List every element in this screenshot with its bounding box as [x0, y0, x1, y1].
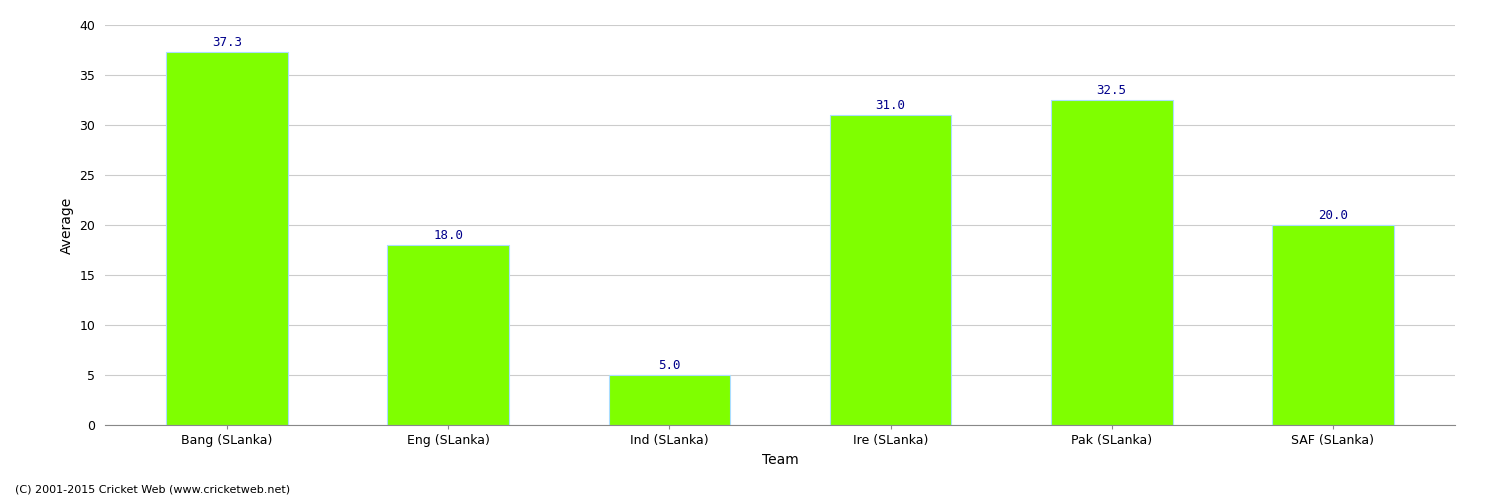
Y-axis label: Average: Average [60, 196, 74, 254]
Bar [1052, 100, 1173, 425]
Text: 31.0: 31.0 [876, 99, 906, 112]
Text: 20.0: 20.0 [1318, 209, 1348, 222]
Bar [1272, 225, 1394, 425]
Bar [166, 52, 288, 425]
Bar [830, 115, 951, 425]
Bar [387, 245, 508, 425]
Text: 5.0: 5.0 [658, 359, 681, 372]
Text: 32.5: 32.5 [1096, 84, 1126, 97]
Text: 18.0: 18.0 [433, 229, 464, 242]
Bar [609, 375, 730, 425]
Text: (C) 2001-2015 Cricket Web (www.cricketweb.net): (C) 2001-2015 Cricket Web (www.cricketwe… [15, 485, 290, 495]
X-axis label: Team: Team [762, 452, 798, 466]
Text: 37.3: 37.3 [211, 36, 242, 49]
